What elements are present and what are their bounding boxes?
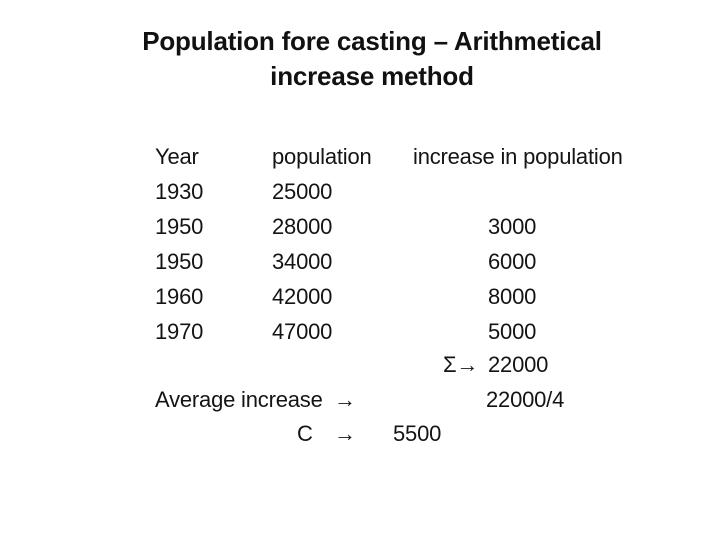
average-increase-value: 22000/4 bbox=[486, 387, 565, 412]
table-row: 1930 25000 bbox=[0, 179, 720, 209]
table-header-row: Year population increase in population bbox=[0, 144, 720, 174]
average-increase-label: Average increase bbox=[155, 387, 323, 412]
table-row: 1970 47000 5000 bbox=[0, 319, 720, 349]
title-line-1: Population fore casting – Arithmetical bbox=[142, 26, 602, 56]
table-row: 1950 28000 3000 bbox=[0, 214, 720, 244]
year-cell: 1970 bbox=[155, 319, 204, 344]
year-cell: 1960 bbox=[155, 284, 204, 309]
table-row: 1950 34000 6000 bbox=[0, 249, 720, 279]
average-increase-line: Average increase → 22000/4 bbox=[0, 387, 720, 417]
title-line-2: increase method bbox=[270, 61, 474, 91]
arrow-right-icon: → bbox=[334, 387, 356, 412]
table-row: 1960 42000 8000 bbox=[0, 284, 720, 314]
arrow-right-icon: → bbox=[334, 421, 356, 446]
population-cell: 47000 bbox=[272, 319, 333, 344]
population-column-header: population bbox=[272, 144, 372, 169]
increase-column-header: increase in population bbox=[413, 144, 623, 169]
year-column-header: Year bbox=[155, 144, 199, 169]
sigma-arrow-icon: Σ→ bbox=[443, 352, 479, 377]
constant-label: C bbox=[297, 421, 313, 446]
population-cell: 28000 bbox=[272, 214, 333, 239]
sum-line: Σ→ 22000 bbox=[0, 352, 720, 382]
population-cell: 34000 bbox=[272, 249, 333, 274]
year-cell: 1950 bbox=[155, 249, 204, 274]
population-cell: 42000 bbox=[272, 284, 333, 309]
constant-value: 5500 bbox=[393, 421, 442, 446]
sum-value: 22000 bbox=[488, 352, 549, 377]
increase-cell: 8000 bbox=[488, 284, 537, 309]
year-cell: 1950 bbox=[155, 214, 204, 239]
increase-cell: 5000 bbox=[488, 319, 537, 344]
year-cell: 1930 bbox=[155, 179, 204, 204]
increase-cell: 6000 bbox=[488, 249, 537, 274]
slide-title: Population fore casting – Arithmetical i… bbox=[64, 24, 680, 94]
population-cell: 25000 bbox=[272, 179, 333, 204]
constant-line: C → 5500 bbox=[0, 421, 720, 451]
increase-cell: 3000 bbox=[488, 214, 537, 239]
